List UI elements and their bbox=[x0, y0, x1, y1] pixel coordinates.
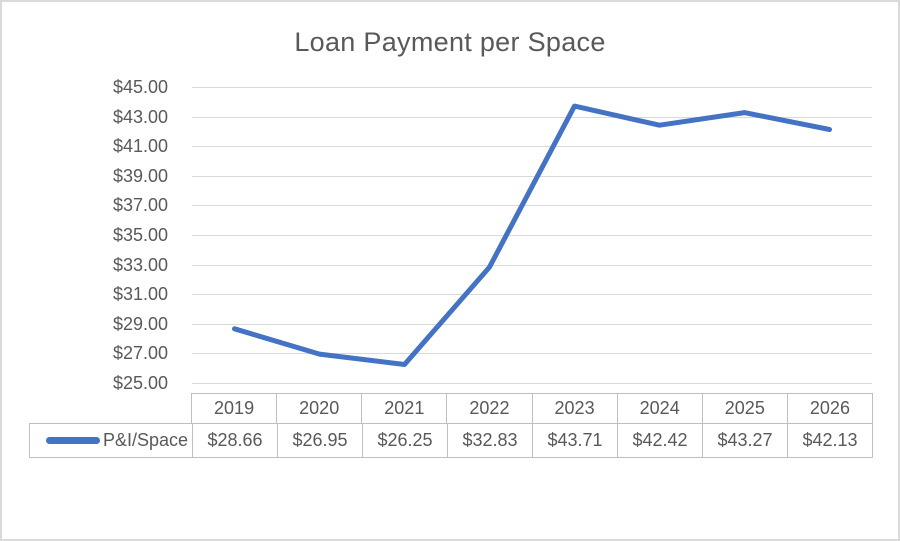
value-cell: $26.95 bbox=[277, 424, 362, 457]
value-cell: $26.25 bbox=[362, 424, 447, 457]
gridlines bbox=[192, 87, 872, 384]
year-header-cell: 2020 bbox=[276, 394, 361, 423]
year-header-cell: 2023 bbox=[531, 394, 617, 423]
y-axis-tick-label: $45.00 bbox=[112, 77, 168, 97]
value-cell: $28.66 bbox=[192, 424, 277, 457]
y-axis-tick-label: $37.00 bbox=[112, 195, 168, 216]
year-header-cell: 2024 bbox=[616, 394, 702, 423]
series-legend-marker-icon bbox=[45, 437, 100, 444]
series-line bbox=[232, 103, 832, 367]
y-axis-tick-label: $29.00 bbox=[112, 313, 168, 334]
y-axis-tick-label: $43.00 bbox=[112, 106, 168, 127]
year-header-cell: 2021 bbox=[361, 394, 446, 423]
year-header-cell: 2026 bbox=[786, 394, 872, 423]
y-axis-tick-label: $31.00 bbox=[112, 284, 168, 305]
year-header-cell: 2025 bbox=[701, 394, 787, 423]
y-axis-tick-label: $27.00 bbox=[112, 343, 168, 364]
y-axis-tick-label: $39.00 bbox=[112, 165, 168, 186]
data-table-value-row: P&I/Space $28.66 $26.95 $26.25 $32.83 $43.71… bbox=[29, 423, 873, 458]
y-axis-tick-label: $25.00 bbox=[112, 373, 168, 393]
y-axis-tick-label: $33.00 bbox=[112, 254, 168, 275]
y-axis-tick-label: $41.00 bbox=[112, 136, 168, 157]
value-cell: $43.27 bbox=[702, 424, 787, 457]
legend-cell: P&I/Space bbox=[30, 424, 192, 457]
year-header-cell: 2022 bbox=[446, 394, 531, 423]
series-legend-label: P&I/Space bbox=[102, 430, 188, 450]
value-cell: $43.71 bbox=[532, 424, 617, 457]
y-axis-tick-label: $35.00 bbox=[112, 225, 168, 245]
year-header-cell: 2019 bbox=[214, 398, 255, 418]
value-cell: $42.42 bbox=[617, 424, 702, 457]
value-cell: $42.13 bbox=[787, 424, 872, 457]
value-cell: $32.83 bbox=[447, 424, 532, 457]
chart-title: Loan Payment per Space bbox=[294, 27, 606, 57]
data-table-header-row: 2019 2020 2021 2022 2023 2024 2025 2026 bbox=[191, 393, 873, 423]
